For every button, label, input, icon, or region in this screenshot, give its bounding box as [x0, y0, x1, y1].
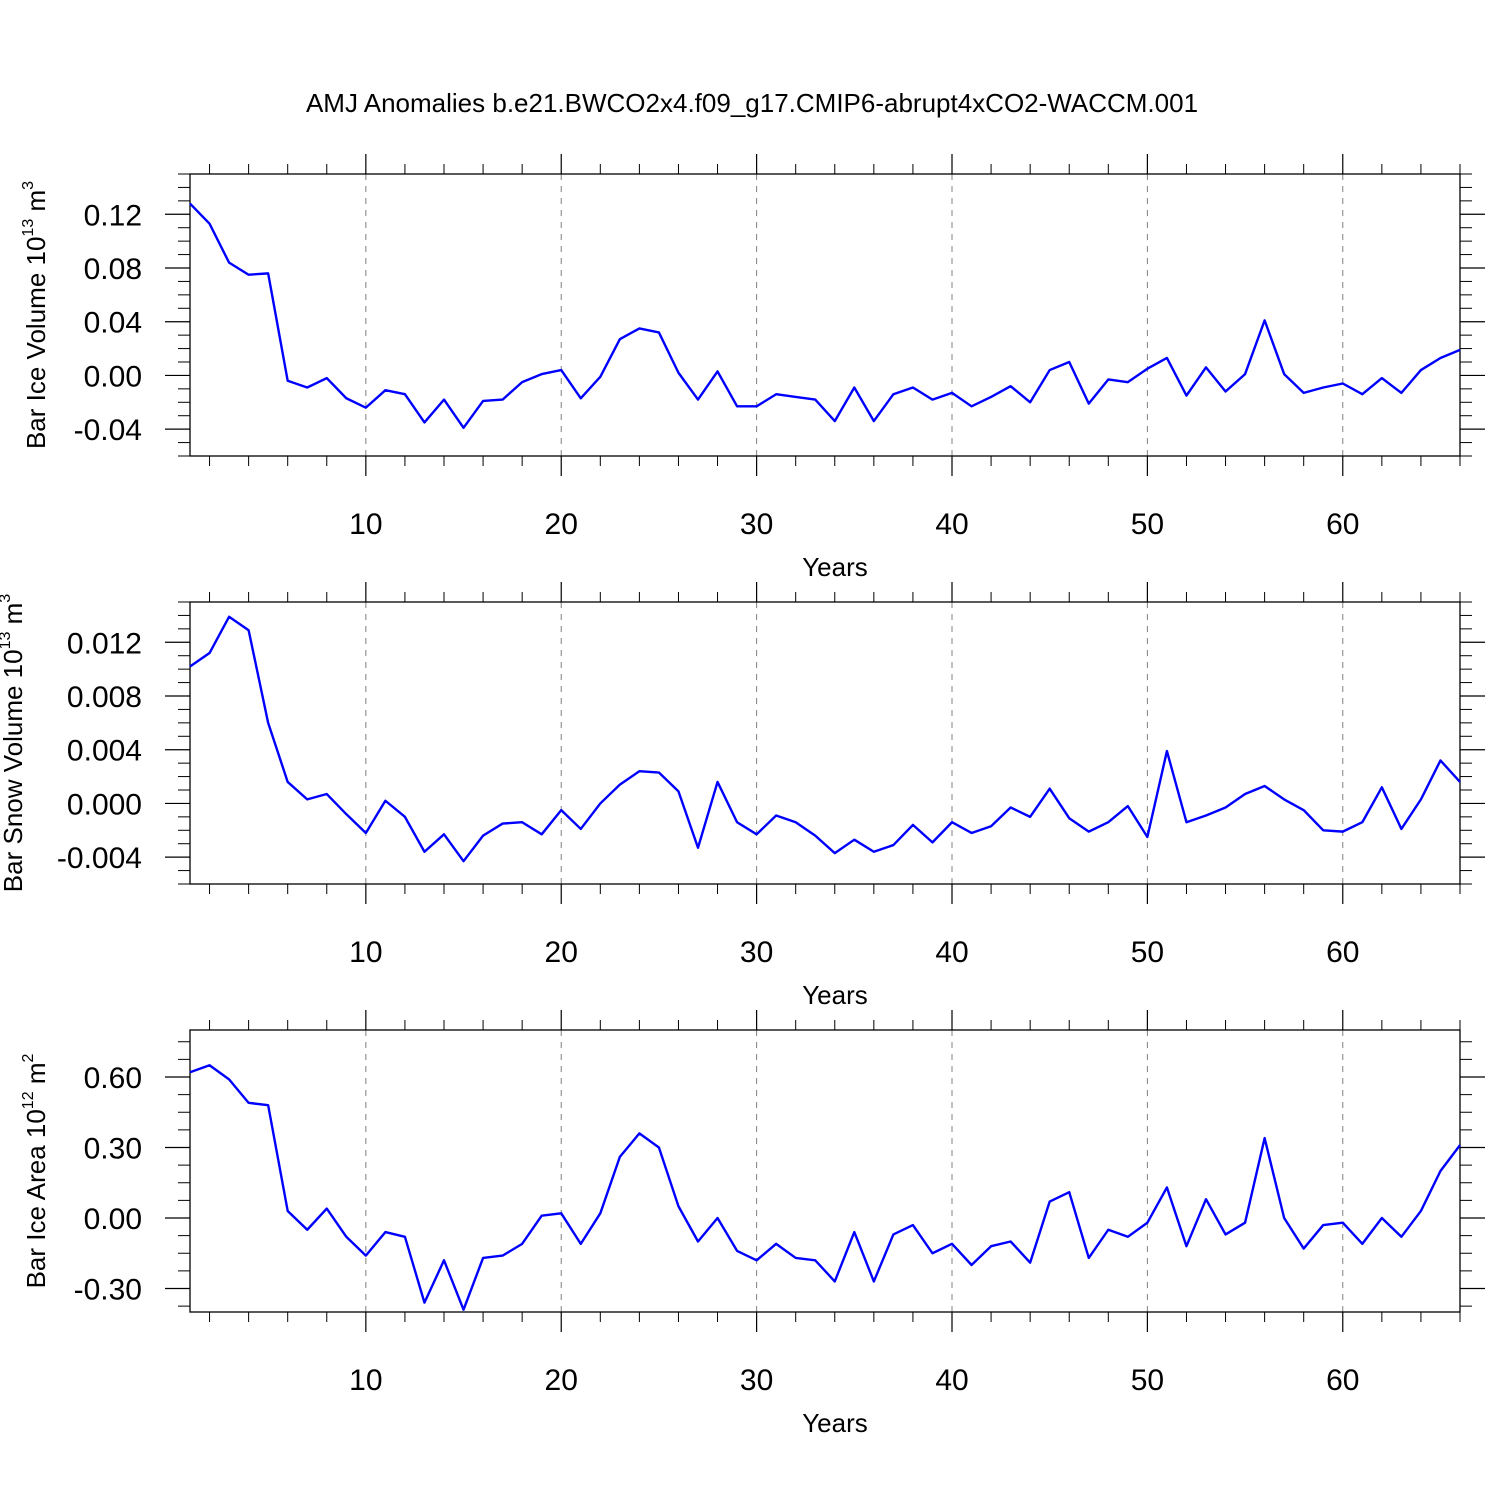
panel-3: 10 20 30 40 50 60 -0.30 0.00 0.30 0.60 Years Bar Ic…: [20, 1010, 1485, 1438]
panel-1: 10 20 30 40 50 60 -0.04 0.00 0.04 0.08 0.12 Years Ba…: [20, 154, 1485, 582]
y-tick-label: 0.012: [67, 627, 142, 660]
x-tick-label: 40: [935, 1364, 968, 1397]
y-tick-label: 0.30: [84, 1133, 142, 1166]
y-tick-label: 0.000: [67, 788, 142, 821]
x-tick-label: 10: [349, 1364, 382, 1397]
x-tick-label: 10: [349, 936, 382, 969]
y-tick-label: 0.12: [84, 199, 142, 232]
x-tick-label: 10: [349, 508, 382, 541]
y-tick-label: -0.004: [57, 842, 142, 875]
panels: 10 20 30 40 50 60 -0.04 0.00 0.04 0.08 0.12 Years Ba…: [0, 154, 1485, 1438]
x-tick-label: 60: [1326, 936, 1359, 969]
x-tick-label: 30: [740, 508, 773, 541]
x-tick-label: 60: [1326, 1364, 1359, 1397]
series-line: [189, 202, 1461, 429]
y-tick-label: 0.08: [84, 253, 142, 286]
y-tick-label: 0.04: [84, 307, 142, 340]
y-tick-label: 0.004: [67, 735, 142, 768]
x-axis-title: Years: [802, 980, 868, 1010]
x-tick-label: 40: [935, 508, 968, 541]
y-tick-label: 0.008: [67, 681, 142, 714]
x-tick-label: 20: [545, 936, 578, 969]
y-axis-title: Bar Snow Volume 1013 m3: [0, 594, 28, 893]
x-tick-label: 50: [1131, 1364, 1164, 1397]
y-tick-label: 0.60: [84, 1062, 142, 1095]
y-axis-title: Bar Ice Area 1012 m2: [20, 1053, 51, 1288]
x-tick-label: 30: [740, 936, 773, 969]
x-tick-label: 50: [1131, 508, 1164, 541]
x-tick-label: 20: [545, 1364, 578, 1397]
x-tick-label: 30: [740, 1364, 773, 1397]
figure-title: AMJ Anomalies b.e21.BWCO2x4.f09_g17.CMIP…: [306, 88, 1198, 118]
series-line: [189, 615, 1461, 863]
plot-frame: [189, 601, 1461, 885]
x-axis-title: Years: [802, 1408, 868, 1438]
x-tick-label: 50: [1131, 936, 1164, 969]
y-axis-title: Bar Ice Volume 1013 m3: [20, 181, 51, 449]
y-tick-label: -0.04: [74, 414, 142, 447]
x-tick-label: 40: [935, 936, 968, 969]
y-tick-label: -0.30: [74, 1274, 142, 1307]
series-line: [189, 1064, 1461, 1311]
x-tick-label: 20: [545, 508, 578, 541]
plot-frame: [189, 1029, 1461, 1313]
plot-frame: [189, 173, 1461, 457]
panel-2: 10 20 30 40 50 60 -0.004 0.000 0.004 0.008 0.012 Ye…: [0, 582, 1485, 1010]
y-tick-label: 0.00: [84, 1203, 142, 1236]
y-tick-label: 0.00: [84, 360, 142, 393]
x-tick-label: 60: [1326, 508, 1359, 541]
x-axis-title: Years: [802, 552, 868, 582]
